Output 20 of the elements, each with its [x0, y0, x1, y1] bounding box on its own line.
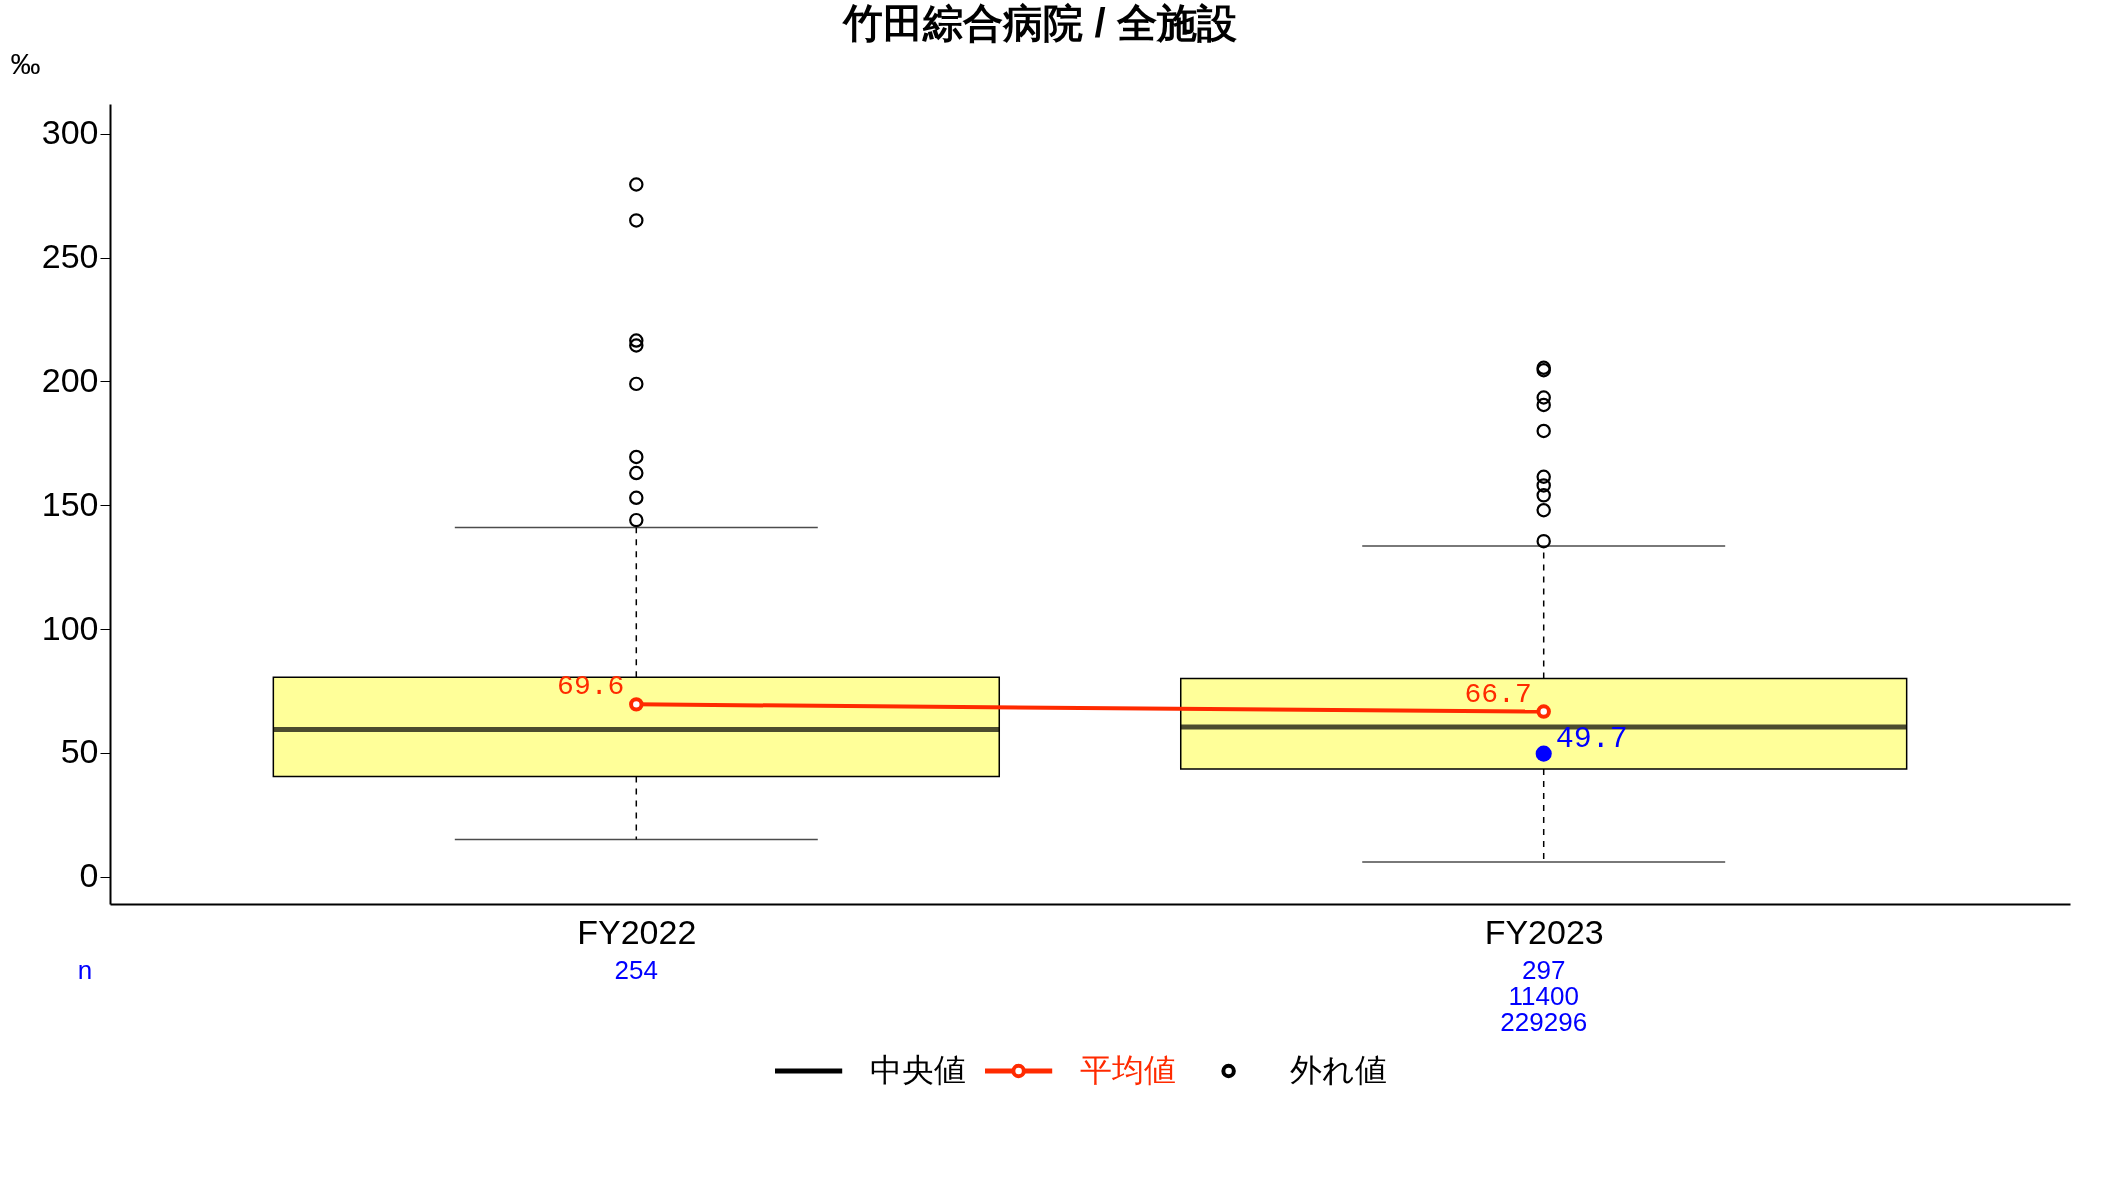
- data-label: 49.7: [1555, 721, 1628, 756]
- text: 254: [614, 955, 658, 985]
- y-tick-label: 200: [41, 360, 99, 399]
- chart-title: 竹田綜合病院 / 全施設: [842, 1, 1237, 45]
- legend-label: 中央値: [869, 1052, 966, 1088]
- legend-label: 平均値: [1079, 1052, 1176, 1088]
- legend-label: 外れ値: [1289, 1052, 1387, 1088]
- y-tick-label: 50: [60, 732, 99, 771]
- y-axis-title: ‰: [10, 46, 41, 80]
- y-tick-label: 300: [41, 113, 99, 152]
- y-tick-label: 0: [79, 856, 99, 895]
- x-tick-label: FY2022: [577, 912, 697, 951]
- data-label: 66.7: [1464, 678, 1532, 710]
- text: n: [77, 955, 93, 985]
- y-tick-label: 250: [41, 237, 99, 276]
- text: 297 11400 229296: [1500, 955, 1588, 1037]
- y-tick-label: 100: [41, 608, 99, 647]
- x-tick-label: FY2023: [1484, 912, 1604, 951]
- y-tick-label: 150: [41, 484, 99, 523]
- data-label: 69.6: [557, 671, 625, 703]
